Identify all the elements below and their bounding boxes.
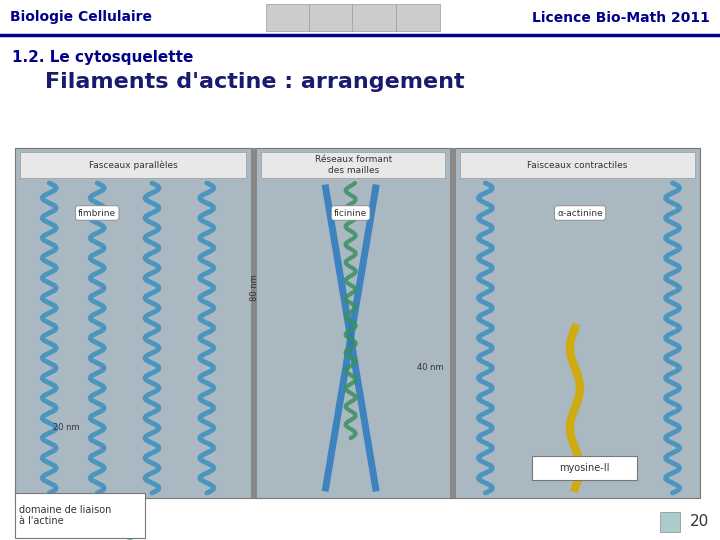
Bar [251,148,257,498]
Text: 40 nm: 40 nm [417,363,444,373]
Text: α-actinine: α-actinine [557,208,603,218]
Text: 20 nm: 20 nm [53,423,80,433]
Text: 1.2. Le cytosquelette: 1.2. Le cytosquelette [12,50,194,65]
Text: 80 nm: 80 nm [250,275,258,301]
Bar [450,148,456,498]
Text: Filaments d'actine : arrangement: Filaments d'actine : arrangement [45,72,464,92]
Text: domaine de liaison
à l'actine: domaine de liaison à l'actine [19,505,112,526]
Bar [20,152,246,178]
Text: Biologie Cellulaire: Biologie Cellulaire [10,10,152,24]
Text: Faisceaux contractiles: Faisceaux contractiles [527,160,628,170]
Bar [266,4,310,31]
Text: fimbrine: fimbrine [78,208,116,218]
Text: Fasceaux parallèles: Fasceaux parallèles [89,160,178,170]
Bar [15,148,700,498]
Text: Réseaux formant
des mailles: Réseaux formant des mailles [315,156,392,175]
Bar [15,493,145,538]
Text: myosine-II: myosine-II [559,463,609,473]
Bar [261,152,445,178]
Text: ficinine: ficinine [334,208,367,218]
Bar [309,4,354,31]
Bar [352,4,397,31]
Bar [395,4,440,31]
Bar [460,152,695,178]
Bar [660,512,680,532]
Text: 20: 20 [690,515,709,530]
Text: Licence Bio-Math 2011: Licence Bio-Math 2011 [532,10,710,24]
Bar [532,456,637,480]
